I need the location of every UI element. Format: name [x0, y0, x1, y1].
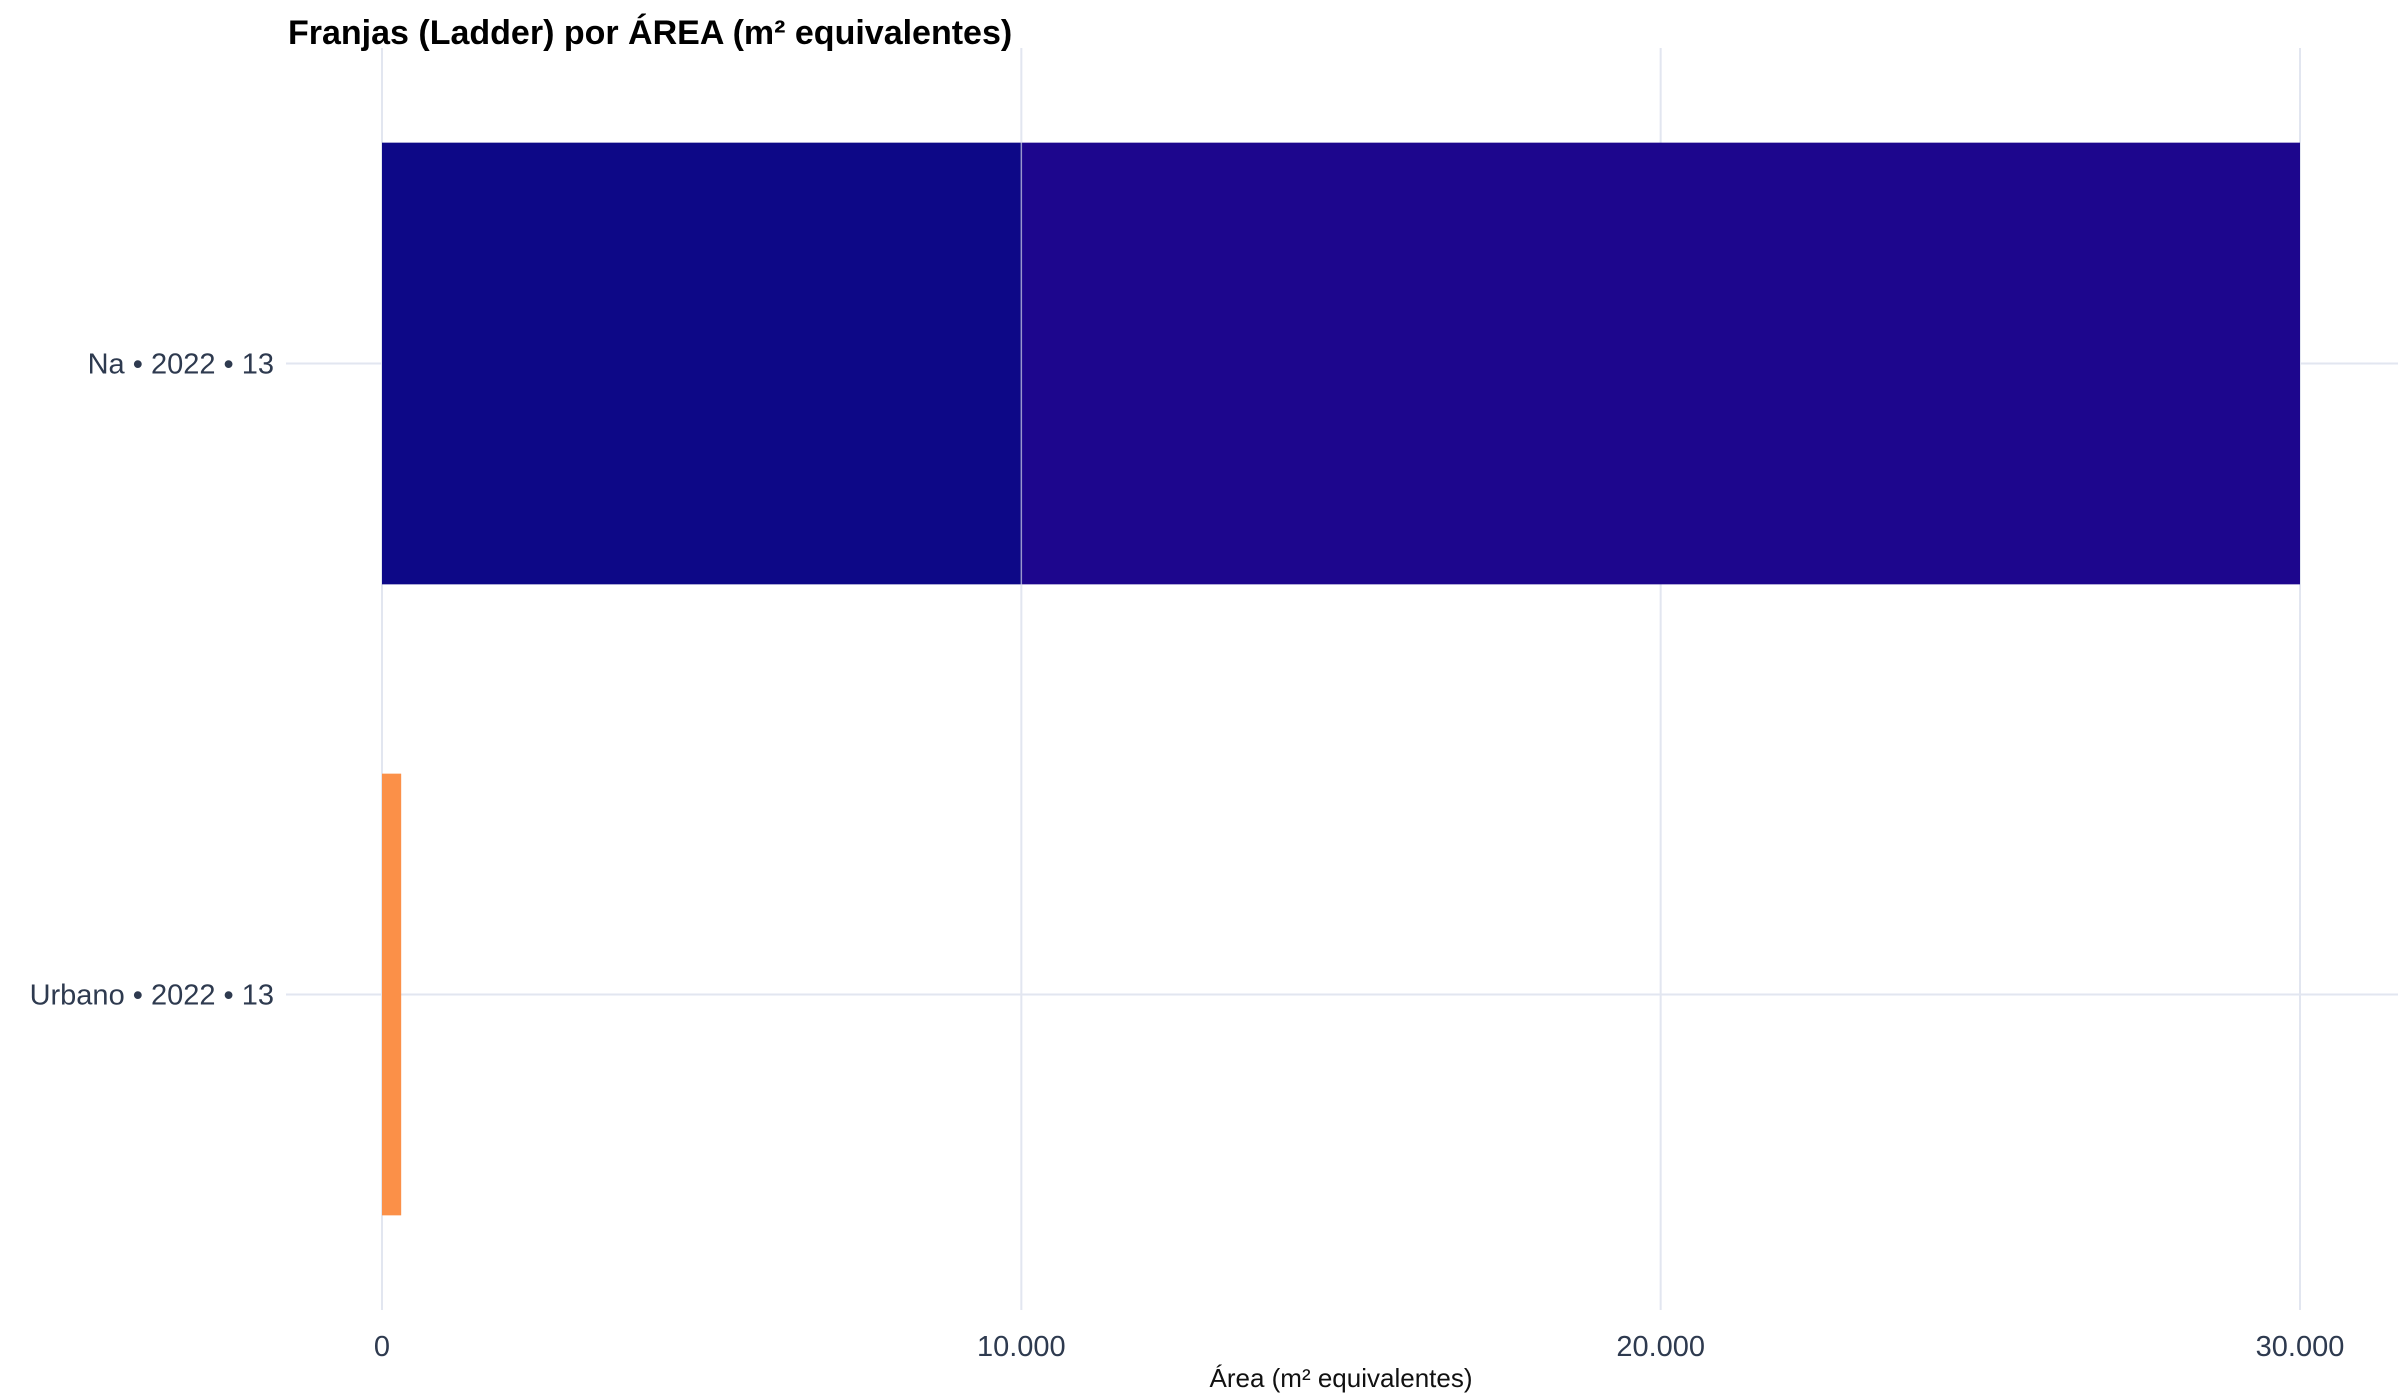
y-tick-label: Urbano • 2022 • 13 [30, 980, 274, 1012]
chart-title: Franjas (Ladder) por ÁREA (m² equivalent… [288, 14, 1012, 52]
x-tick-label: 30.000 [2256, 1331, 2345, 1363]
x-tick-label: 20.000 [1616, 1331, 1705, 1363]
y-tick-label: Na • 2022 • 13 [88, 349, 274, 381]
x-tick-label: 0 [374, 1331, 390, 1363]
bars [382, 48, 2301, 1310]
tick-labels: 0 10.000 20.000 30.000 Na • 2022 • 13 Urbano … [30, 349, 2345, 1364]
x-axis-label: Área (m² equivalentes) [1210, 1363, 1473, 1393]
bar-segment [382, 142, 1022, 585]
bar-segment [382, 773, 402, 1216]
bar-segment [1021, 142, 2301, 585]
x-tick-label: 10.000 [977, 1331, 1066, 1363]
